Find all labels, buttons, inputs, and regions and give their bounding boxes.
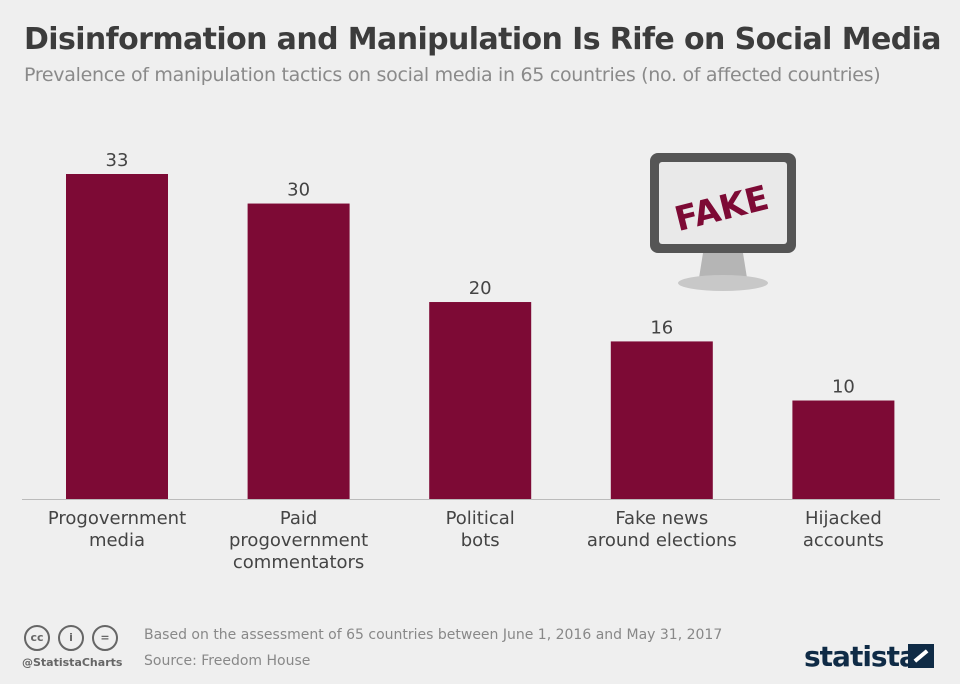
category-label: Hijacked accounts xyxy=(802,508,884,551)
category-label: Paid progovernment commentators xyxy=(229,508,369,573)
cc-icon: cc xyxy=(24,625,50,651)
bar xyxy=(247,203,350,499)
bar xyxy=(792,400,895,499)
category-label: Political bots xyxy=(445,508,515,551)
data-label: 20 xyxy=(469,278,492,299)
bar xyxy=(66,174,168,499)
by-icon: i xyxy=(58,625,84,651)
category-label: Progovernment media xyxy=(47,508,187,551)
chart-subtitle: Prevalence of manipulation tactics on so… xyxy=(24,64,881,86)
bar xyxy=(610,341,713,499)
nd-icon: = xyxy=(92,625,118,651)
source: Source: Freedom House xyxy=(144,653,311,669)
statista-logo-icon xyxy=(908,644,934,668)
statista-logo[interactable]: statista xyxy=(804,640,918,673)
data-label: 33 xyxy=(106,150,129,171)
fake-monitor-icon: FAKE xyxy=(650,153,796,291)
data-label: 16 xyxy=(650,317,673,338)
handle: @StatistaCharts xyxy=(22,656,123,669)
category-label: Fake news around elections xyxy=(586,508,737,551)
chart-title: Disinformation and Manipulation Is Rife … xyxy=(24,22,942,57)
footer-note: Based on the assessment of 65 countries … xyxy=(144,627,723,643)
data-label: 30 xyxy=(287,180,310,201)
bar xyxy=(429,302,532,499)
data-label: 10 xyxy=(832,377,855,398)
